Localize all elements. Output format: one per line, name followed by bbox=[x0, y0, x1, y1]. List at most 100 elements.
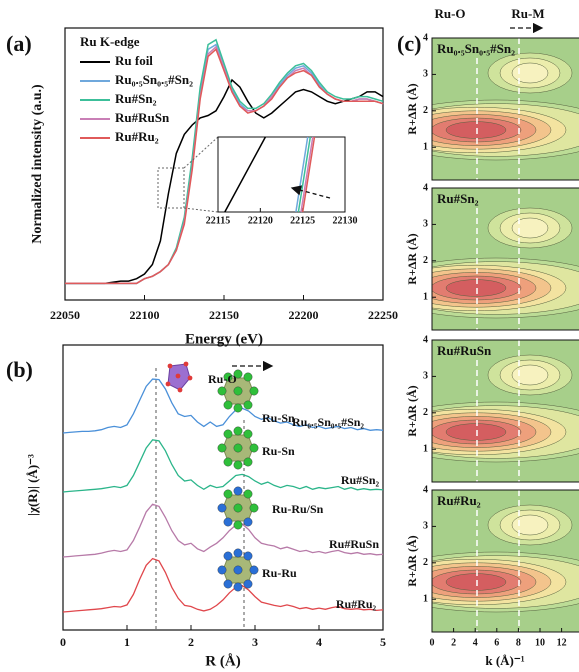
zoom-box bbox=[157, 167, 185, 209]
icon-atom bbox=[175, 373, 181, 379]
cluster-icon bbox=[217, 426, 259, 470]
cluster-icon bbox=[217, 486, 259, 530]
zoom-guide bbox=[183, 136, 219, 169]
x-tick-label: 6 bbox=[494, 637, 499, 648]
legend-title: Ru K-edge bbox=[80, 34, 140, 49]
zoom-guide bbox=[183, 207, 219, 213]
icon-atom bbox=[233, 460, 243, 470]
y-tick-label: 1 bbox=[423, 142, 428, 153]
x-tick-label: 4 bbox=[316, 635, 322, 649]
inset-frame bbox=[217, 136, 346, 213]
y-tick-label: 4 bbox=[423, 334, 428, 345]
icon-atom bbox=[233, 582, 243, 592]
icon-atom bbox=[243, 457, 253, 467]
annotation: Ru-M bbox=[511, 6, 544, 21]
annotation: Ru-Sn bbox=[262, 411, 295, 425]
data-line bbox=[224, 136, 267, 213]
panel-label: (c) bbox=[397, 31, 421, 56]
contour-level bbox=[445, 423, 507, 441]
x-tick-label: 22200 bbox=[289, 308, 319, 322]
x-axis-title: Energy (eV) bbox=[185, 331, 263, 347]
panel-label: (b) bbox=[6, 357, 33, 382]
data-line bbox=[297, 136, 312, 213]
contour-panel bbox=[432, 340, 579, 482]
panel-frame bbox=[431, 489, 579, 633]
contour-level bbox=[445, 573, 507, 591]
legend-label: Ru#Sn₂ bbox=[115, 91, 157, 106]
y-tick-label: 2 bbox=[423, 255, 428, 266]
icon-atom bbox=[233, 548, 243, 558]
icon-atom bbox=[243, 429, 253, 439]
icon-atom bbox=[249, 443, 259, 453]
ruo-icon bbox=[165, 361, 193, 393]
data-line bbox=[65, 48, 384, 285]
icon-atom bbox=[223, 517, 233, 527]
icon-atom bbox=[223, 489, 233, 499]
icon-atom bbox=[243, 489, 253, 499]
y-tick-label: 1 bbox=[423, 594, 428, 605]
x-tick-label: 4 bbox=[473, 637, 478, 648]
y-tick-label: 1 bbox=[423, 444, 428, 455]
panel-title: Ru#Ru₂ bbox=[437, 493, 481, 508]
icon-atom bbox=[223, 457, 233, 467]
icon-atom bbox=[233, 426, 243, 436]
cluster-icon bbox=[217, 548, 259, 592]
x-tick-label: 0 bbox=[60, 635, 66, 649]
y-tick-label: 3 bbox=[423, 371, 428, 382]
plot-frame bbox=[62, 344, 384, 631]
x-tick-label: 2 bbox=[451, 637, 456, 648]
contour-level bbox=[511, 217, 549, 239]
legend-label: Ru#RuSn bbox=[115, 110, 170, 125]
icon-atom bbox=[167, 363, 173, 369]
panel-frame bbox=[431, 187, 579, 331]
y-tick-label: 3 bbox=[423, 521, 428, 532]
x-tick-label: 5 bbox=[380, 635, 386, 649]
y-tick-label: 4 bbox=[423, 484, 428, 495]
x-tick-label: 22150 bbox=[209, 308, 239, 322]
y-tick-label: 2 bbox=[423, 407, 428, 418]
x-tick-label: 3 bbox=[252, 635, 258, 649]
x-tick-label: 22250 bbox=[368, 308, 398, 322]
panel-frame bbox=[431, 37, 579, 181]
annotation: Ru-Ru/Sn bbox=[272, 502, 324, 516]
icon-atom bbox=[223, 579, 233, 589]
y-axis-title: R+ΔR (Å) bbox=[405, 385, 419, 436]
contour-level bbox=[445, 279, 507, 297]
x-tick-label: 22100 bbox=[130, 308, 160, 322]
x-tick-label: 22115 bbox=[206, 215, 230, 226]
icon-atom bbox=[165, 381, 171, 387]
panel-frame bbox=[431, 339, 579, 483]
y-axis-title: R+ΔR (Å) bbox=[405, 535, 419, 586]
y-axis-title: |χ(R)| (Å)⁻³ bbox=[25, 454, 40, 516]
x-axis-title: R (Å) bbox=[205, 653, 240, 669]
x-tick-label: 22050 bbox=[50, 308, 80, 322]
y-axis-title: R+ΔR (Å) bbox=[405, 233, 419, 284]
icon-atom bbox=[243, 517, 253, 527]
annotation: Ru-Ru bbox=[262, 566, 297, 580]
data-line bbox=[301, 136, 316, 213]
x-tick-label: 12 bbox=[557, 637, 567, 648]
data-line bbox=[65, 78, 384, 285]
y-tick-label: 1 bbox=[423, 292, 428, 303]
icon-atom bbox=[233, 565, 243, 575]
panel-title: Ru₀.₅Sn₀.₅#Sn₂ bbox=[437, 41, 515, 56]
icon-atom bbox=[217, 443, 227, 453]
data-line bbox=[62, 439, 384, 493]
icon-atom bbox=[223, 551, 233, 561]
x-tick-label: 0 bbox=[430, 637, 435, 648]
y-tick-label: 3 bbox=[423, 69, 428, 80]
y-tick-label: 2 bbox=[423, 105, 428, 116]
annotation: Ru-Sn bbox=[262, 444, 295, 458]
panel-title: Ru#Sn₂ bbox=[437, 191, 479, 206]
y-tick-label: 2 bbox=[423, 557, 428, 568]
icon-atom bbox=[249, 386, 259, 396]
y-tick-label: 4 bbox=[423, 182, 428, 193]
y-tick-label: 4 bbox=[423, 32, 428, 43]
contour-level bbox=[511, 364, 549, 386]
y-axis-title: R+ΔR (Å) bbox=[405, 83, 419, 134]
contour-panel bbox=[432, 490, 579, 632]
contour-level bbox=[445, 121, 507, 139]
annotation: Ru-O bbox=[208, 372, 237, 386]
icon-atom bbox=[233, 386, 243, 396]
y-axis-title: Normalized intensity (a.u.) bbox=[30, 84, 45, 244]
